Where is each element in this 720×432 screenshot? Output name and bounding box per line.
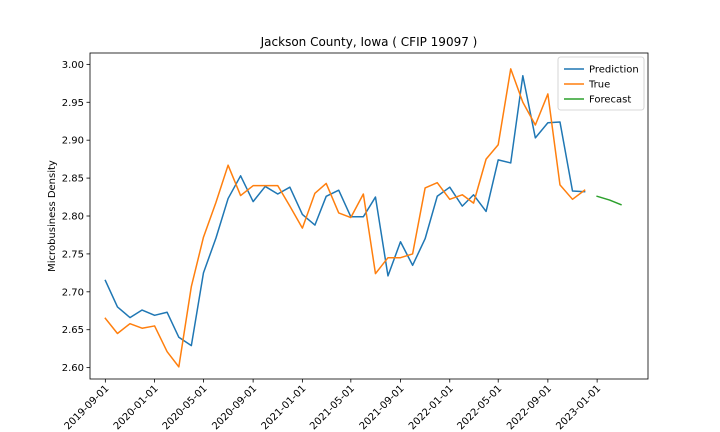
- y-axis: 2.60 2.65 2.70 2.75 2.80 2.85 2.90 2.95 3.00: [62, 60, 90, 374]
- y-tick-label: 2.85: [62, 174, 84, 185]
- y-tick-label: 2.70: [62, 287, 84, 298]
- y-axis-label: Microbusiness Density: [47, 160, 58, 272]
- legend-box: [557, 56, 645, 111]
- y-tick-label: 2.80: [62, 212, 84, 223]
- series-line-prediction: [104, 74, 586, 347]
- y-tick-label: 3.00: [62, 60, 84, 71]
- series-line-forecast: [596, 195, 622, 206]
- legend-label-prediction: Prediction: [589, 65, 639, 76]
- legend: Prediction True Forecast: [557, 56, 645, 111]
- chart-title: Jackson County, Iowa ( CFIP 19097 ): [260, 35, 478, 49]
- y-tick-label: 2.95: [62, 98, 84, 109]
- legend-label-true: True: [588, 80, 610, 91]
- y-tick-label: 2.75: [62, 249, 84, 260]
- y-tick-label: 2.90: [62, 136, 84, 147]
- y-tick-label: 2.60: [62, 363, 84, 374]
- series-layer: [104, 68, 622, 368]
- legend-label-forecast: Forecast: [589, 95, 631, 106]
- y-tick-label: 2.65: [62, 325, 84, 336]
- series-line-true: [104, 68, 586, 368]
